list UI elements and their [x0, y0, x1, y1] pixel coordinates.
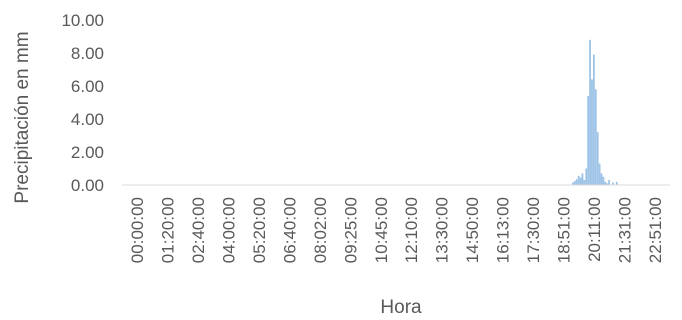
- x-axis-title: Hora: [380, 297, 422, 318]
- y-tick-label: 8.00: [71, 44, 104, 63]
- bar: [615, 181, 618, 185]
- bars-group: [572, 39, 618, 186]
- bar: [606, 183, 609, 185]
- bar: [575, 179, 578, 185]
- bar: [581, 173, 584, 185]
- x-tick-label: 14:50:00: [463, 197, 482, 263]
- x-tick-label: 02:40:00: [189, 197, 208, 263]
- bar: [591, 79, 593, 185]
- x-tick-label: 12:10:00: [402, 197, 421, 263]
- x-tick-label: 18:51:00: [554, 197, 573, 263]
- bar: [596, 132, 599, 185]
- x-tick-label: 05:20:00: [250, 197, 269, 263]
- x-tick-label: 10:45:00: [372, 197, 391, 263]
- bar: [604, 181, 607, 185]
- y-tick-label: 4.00: [71, 110, 104, 129]
- bar: [612, 182, 614, 185]
- x-tick-label: 01:20:00: [159, 197, 178, 263]
- bar: [572, 182, 574, 185]
- bar: [608, 180, 611, 185]
- bar: [583, 180, 586, 185]
- bar: [587, 95, 590, 185]
- x-tick-label: 22:51:00: [646, 197, 665, 263]
- x-tick-label: 13:30:00: [433, 197, 452, 263]
- y-tick-label: 0.00: [71, 176, 104, 195]
- x-tick-label: 00:00:00: [128, 197, 147, 263]
- bar: [579, 177, 582, 185]
- bar: [577, 175, 580, 185]
- bar: [594, 89, 597, 185]
- y-tick-label: 6.00: [71, 77, 104, 96]
- y-axis-ticks: 0.00 2.00 4.00 6.00 8.00 10.00: [61, 11, 104, 195]
- x-axis-ticks: 00:00:00 01:20:00 02:40:00 04:00:00 05:20:00…: [128, 197, 665, 263]
- bar: [598, 163, 601, 185]
- bar: [573, 180, 576, 185]
- bar: [589, 39, 591, 185]
- y-tick-label: 2.00: [71, 143, 104, 162]
- x-tick-label: 09:25:00: [341, 197, 360, 263]
- x-tick-label: 06:40:00: [280, 197, 299, 263]
- y-axis-title: Precipitación en mm: [12, 31, 33, 203]
- bar: [600, 173, 603, 185]
- bar: [602, 176, 605, 185]
- x-tick-label: 21:31:00: [615, 197, 634, 263]
- x-tick-label: 04:00:00: [220, 197, 239, 263]
- x-tick-label: 20:11:00: [585, 197, 604, 262]
- bar: [592, 54, 595, 186]
- bar: [585, 168, 588, 185]
- x-tick-label: 17:30:00: [524, 197, 543, 263]
- x-tick-label: 16:13:00: [494, 197, 513, 263]
- x-tick-label: 08:02:00: [311, 197, 330, 263]
- y-tick-label: 10.00: [61, 11, 104, 30]
